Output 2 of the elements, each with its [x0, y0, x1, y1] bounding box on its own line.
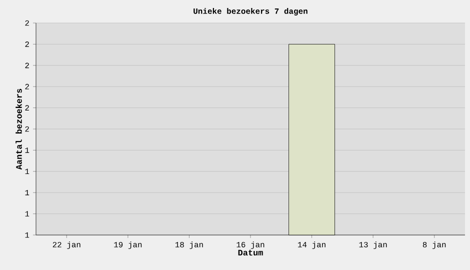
x-axis-title: Datum — [238, 250, 263, 256]
y-axis-title: Aantal bezoekers — [16, 88, 22, 170]
